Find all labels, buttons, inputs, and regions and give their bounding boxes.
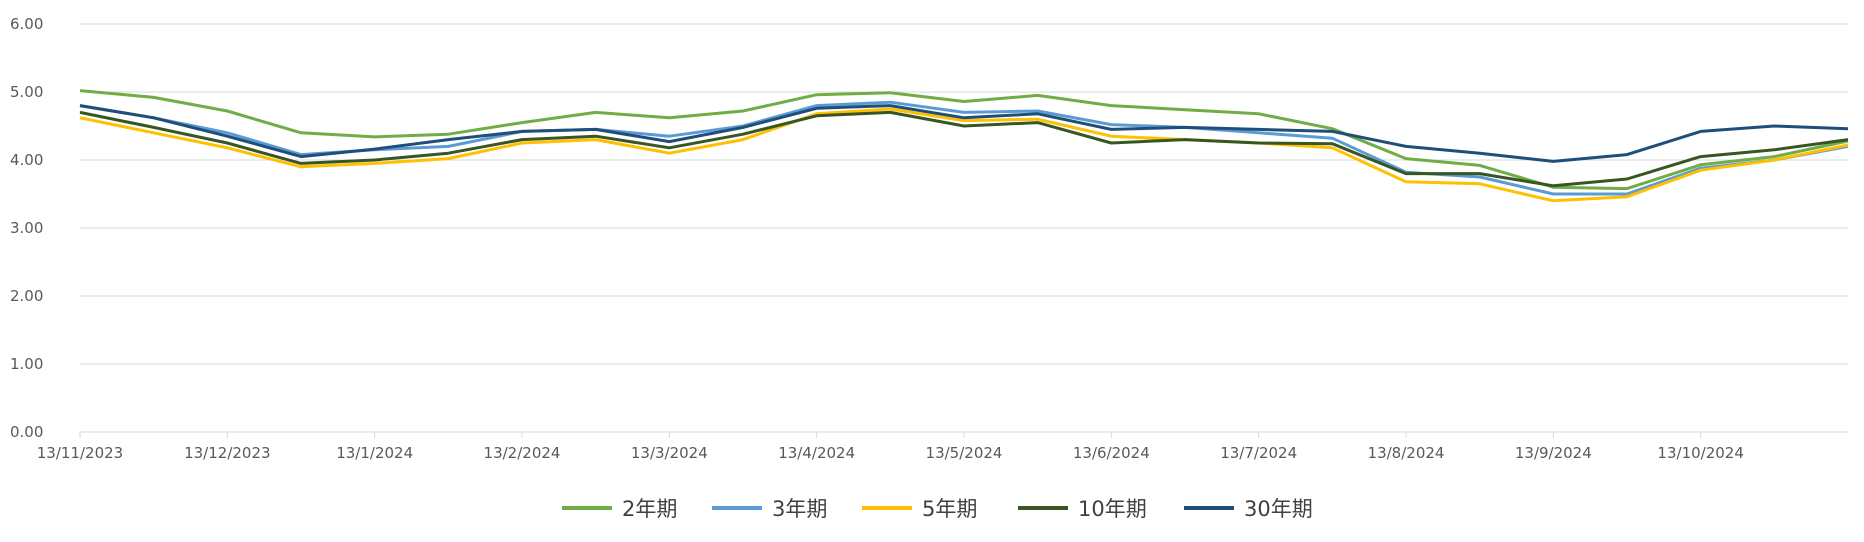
series-line-1 <box>79 100 1849 196</box>
x-tick-label: 13/2/2024 <box>484 444 561 462</box>
y-tick-label: 6.00 <box>10 15 43 33</box>
series-lines <box>79 89 1849 203</box>
legend-label-1: 3年期 <box>772 497 827 521</box>
series-line-3 <box>79 110 1849 188</box>
x-tick-label: 13/12/2023 <box>184 444 270 462</box>
y-tick-label: 3.00 <box>10 219 43 237</box>
legend-label-4: 30年期 <box>1244 497 1313 521</box>
x-tick-label: 13/10/2024 <box>1657 444 1743 462</box>
x-tick-label: 13/1/2024 <box>336 444 413 462</box>
series-line-0 <box>79 89 1849 191</box>
x-tick-label: 13/5/2024 <box>926 444 1003 462</box>
legend: 2年期 3年期 5年期 10年期 30年期 <box>562 497 1313 521</box>
x-tick-label: 13/6/2024 <box>1073 444 1150 462</box>
y-tick-label: 2.00 <box>10 287 43 305</box>
x-axis-ticks: 13/11/2023 13/12/2023 13/1/2024 13/2/2024 13… <box>37 432 1744 462</box>
y-tick-label: 0.00 <box>10 423 43 441</box>
series-line-2 <box>79 107 1849 203</box>
x-tick-label: 13/11/2023 <box>37 444 123 462</box>
x-tick-label: 13/8/2024 <box>1368 444 1445 462</box>
x-tick-label: 13/9/2024 <box>1515 444 1592 462</box>
y-tick-label: 5.00 <box>10 83 43 101</box>
y-axis-ticks: 0.00 1.00 2.00 3.00 4.00 5.00 6.00 <box>10 15 43 441</box>
series-line-4 <box>79 104 1849 163</box>
legend-label-2: 5年期 <box>922 497 977 521</box>
y-tick-label: 1.00 <box>10 355 43 373</box>
x-tick-label: 13/4/2024 <box>778 444 855 462</box>
legend-label-0: 2年期 <box>622 497 677 521</box>
gridlines <box>80 23 1848 433</box>
legend-label-3: 10年期 <box>1078 497 1147 521</box>
y-tick-label: 4.00 <box>10 151 43 169</box>
x-tick-label: 13/3/2024 <box>631 444 708 462</box>
x-tick-label: 13/7/2024 <box>1220 444 1297 462</box>
